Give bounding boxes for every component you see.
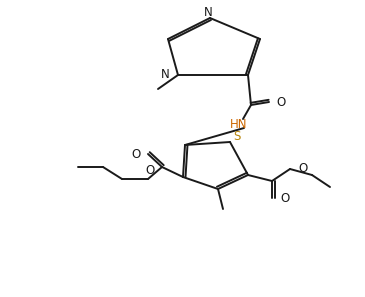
Text: O: O — [298, 162, 307, 176]
Text: O: O — [132, 148, 141, 162]
Text: O: O — [276, 96, 285, 108]
Text: HN: HN — [230, 119, 248, 132]
Text: S: S — [233, 130, 241, 143]
Text: N: N — [204, 6, 212, 18]
Text: N: N — [161, 69, 170, 81]
Text: O: O — [145, 165, 155, 178]
Text: O: O — [280, 192, 289, 205]
